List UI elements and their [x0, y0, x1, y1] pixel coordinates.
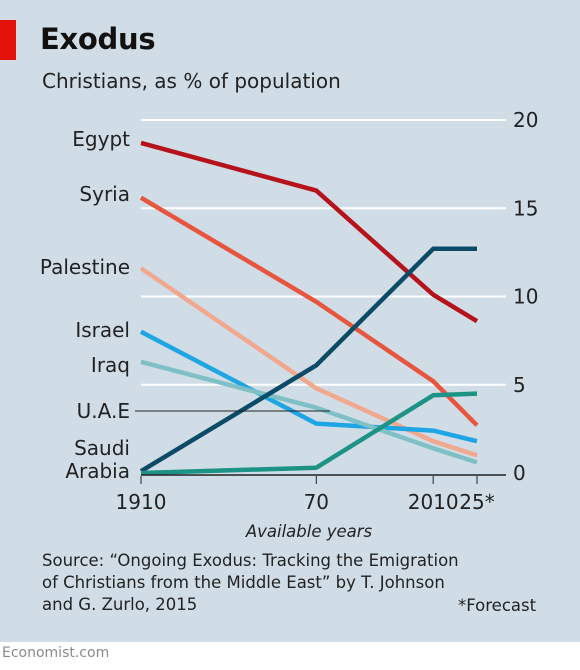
chart-subtitle: Christians, as % of population [42, 69, 341, 93]
x-tick-label-0: 1910 [116, 490, 167, 514]
y-tick-label-10: 10 [513, 285, 538, 309]
y-tick-label-0: 0 [513, 461, 526, 485]
chart-card: Exodus Christians, as % of population 0 5… [0, 0, 580, 642]
series-label-syria: Syria [79, 182, 130, 206]
series-label-israel: Israel [75, 318, 130, 342]
series-line-israel [139, 329, 478, 444]
series-label-iraq: Iraq [91, 353, 130, 377]
series-line-saudi-arabia [140, 391, 478, 476]
y-tick-label-5: 5 [513, 373, 526, 397]
series-label-u-a-e: U.A.E [77, 399, 130, 423]
line-chart: 0 5 10 15 20 1910 70 2010 25* Available years Egyp… [40, 108, 539, 541]
brand-credit: Economist.com [2, 645, 110, 661]
series-line-u-a-e [139, 246, 477, 474]
series-label-palestine: Palestine [40, 255, 130, 279]
y-tick-label-15: 15 [513, 196, 538, 220]
series-label-saudi-arabia-0: Saudi [74, 436, 130, 460]
x-tick-label-3: 25* [459, 490, 494, 514]
series-line-egypt [140, 140, 479, 324]
brand-tag [0, 20, 16, 60]
source-note: Source: “Ongoing Exodus: Tracking the Em… [42, 551, 459, 614]
x-tick-label-1: 70 [304, 490, 329, 514]
y-tick-label-20: 20 [513, 108, 538, 132]
series-line-syria [139, 195, 479, 427]
series-line-iraq [140, 359, 478, 465]
forecast-footnote: *Forecast [458, 596, 537, 615]
series-line-palestine [139, 266, 478, 458]
x-tick-label-2: 2010 [408, 490, 459, 514]
series-label-saudi-arabia-1: Arabia [65, 459, 130, 483]
chart-title: Exodus [40, 22, 156, 56]
x-axis-label: Available years [245, 522, 373, 541]
series-label-egypt: Egypt [72, 127, 130, 151]
